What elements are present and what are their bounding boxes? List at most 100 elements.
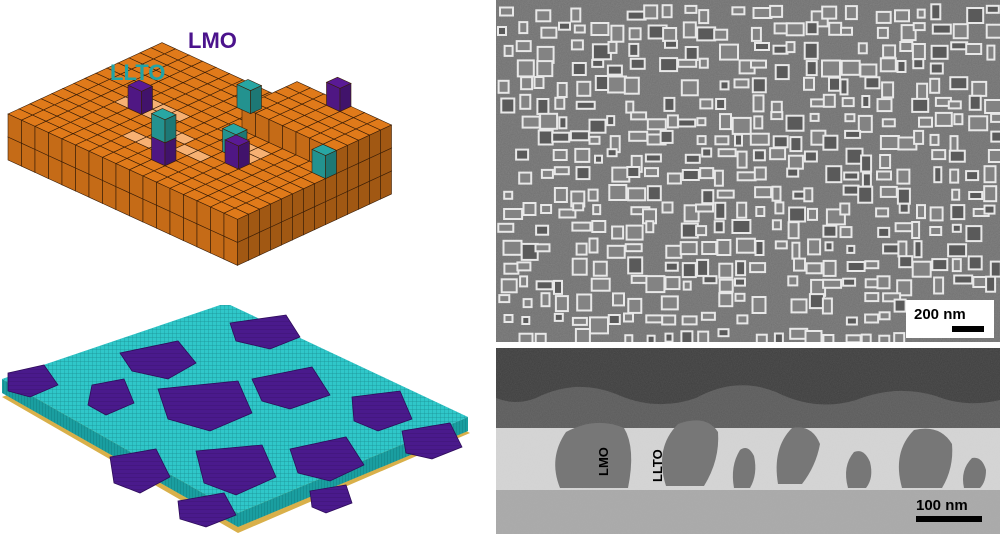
pillar-square: [754, 42, 770, 51]
pillar-square: [627, 256, 644, 275]
pillar-square: [899, 41, 914, 52]
pillar-square: [714, 201, 727, 220]
pillar-square: [875, 10, 892, 24]
pillar-square: [824, 241, 834, 252]
pillar-square: [844, 129, 862, 139]
pillar-square: [666, 172, 682, 185]
pillar-square: [574, 147, 591, 163]
pillar-square: [497, 222, 515, 233]
lmo-domain: [195, 444, 277, 496]
pillar-square: [839, 78, 849, 96]
pillar-square: [624, 334, 634, 342]
pillar-square: [606, 115, 616, 127]
pillar-square: [860, 333, 872, 342]
pillar-square: [949, 168, 960, 184]
pillar-square: [735, 237, 756, 254]
pillar-square: [828, 21, 843, 36]
pillar-square: [911, 97, 930, 113]
pillar-square: [933, 276, 945, 295]
pillar-square: [630, 111, 648, 121]
pillar-square: [861, 95, 871, 108]
pillar-square: [731, 219, 752, 234]
pillar-square: [822, 278, 843, 289]
pillar-square: [845, 147, 864, 165]
pillar-square: [516, 59, 535, 78]
pillar-square: [785, 22, 805, 37]
substrate-cube: [223, 207, 250, 243]
pillar-square: [805, 60, 818, 77]
pillar-square: [681, 169, 700, 181]
pillar-square: [864, 76, 881, 90]
pillar-square: [790, 298, 808, 314]
pillar-square: [770, 111, 784, 121]
lmo-pillar: [846, 451, 872, 488]
pillar-square: [894, 9, 910, 23]
pillar-square: [860, 154, 873, 173]
pillar-square: [558, 208, 577, 219]
lmo-domain: [157, 380, 253, 432]
pillar-square: [787, 275, 799, 287]
pillar-square: [840, 59, 861, 76]
pillar-square: [896, 187, 911, 205]
pillar-square: [553, 279, 563, 295]
pillar-square: [986, 44, 996, 61]
pillar-square: [752, 7, 773, 19]
pillar-square: [626, 166, 641, 178]
pillar-square: [539, 112, 559, 130]
pillar-square: [588, 237, 599, 254]
pillar-square: [913, 240, 923, 259]
pillar-square: [558, 116, 568, 130]
pillar-square: [893, 332, 906, 342]
pillar-square: [713, 169, 724, 187]
pillar-square: [503, 208, 524, 220]
pillar-square: [627, 297, 643, 314]
pillar-square: [553, 312, 564, 322]
pillar-square: [805, 21, 819, 36]
pillar-square: [751, 77, 767, 94]
pillar-square: [611, 225, 625, 240]
pillar-square: [553, 166, 570, 176]
pillar-square: [912, 58, 925, 70]
pillar-square: [714, 135, 730, 146]
pillar-square: [628, 130, 649, 142]
pillar-square: [570, 39, 584, 51]
pillar-square: [684, 153, 701, 164]
pillar-square: [987, 149, 1000, 163]
pillar-square: [587, 188, 599, 202]
pillar-square: [645, 275, 666, 294]
pillar-square: [950, 204, 966, 221]
scale-bar-label: 200 nm: [914, 306, 966, 323]
pillar-square: [879, 135, 900, 150]
pillar-square: [646, 334, 656, 342]
pillar-square: [754, 240, 765, 256]
pillar-square: [857, 42, 868, 55]
pillar-square: [857, 185, 874, 204]
pillar-square: [534, 243, 551, 253]
pillar-square: [793, 257, 806, 272]
pillar-square: [859, 63, 878, 78]
pillar-square: [968, 191, 984, 200]
pillar-square: [518, 171, 533, 185]
pillar-square: [702, 275, 718, 285]
pillar-square: [713, 28, 729, 41]
pillar-square: [607, 75, 628, 94]
pillar-square: [950, 41, 969, 51]
pillar-square: [625, 224, 644, 241]
pillar-square: [734, 133, 743, 147]
lmo-domain: [401, 422, 463, 460]
pillar-square: [503, 262, 520, 275]
pillar-square: [696, 258, 710, 277]
pillar-square: [734, 277, 746, 287]
pillar-square: [589, 316, 609, 335]
pillar-square: [644, 167, 659, 178]
pillar-square: [949, 76, 969, 91]
pillar-square: [718, 278, 734, 293]
pillar-square: [983, 165, 997, 184]
pillar-square: [679, 241, 698, 256]
pillar-square: [588, 118, 607, 134]
pillar-square: [841, 97, 855, 108]
pillar-square: [911, 221, 921, 239]
pillar-square: [588, 135, 601, 145]
scale-bar-100nm: 100 nm: [916, 497, 982, 522]
pillar-square: [825, 165, 843, 184]
